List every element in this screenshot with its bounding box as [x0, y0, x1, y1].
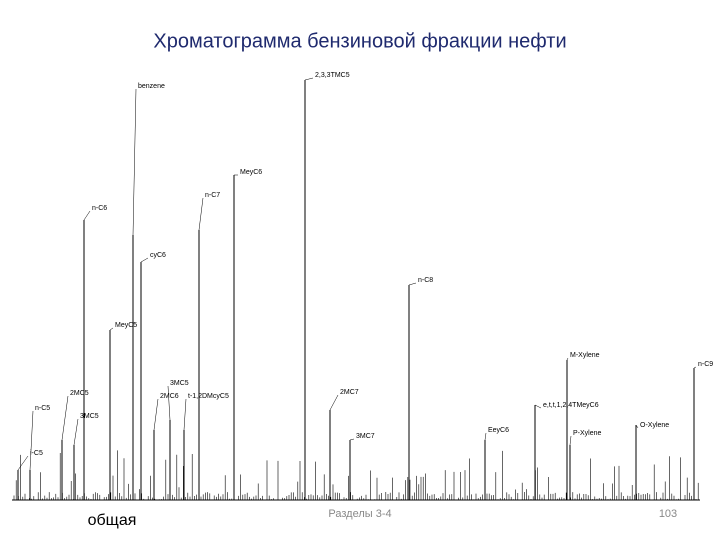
title: Хроматограмма бензиновой фракции нефти [153, 30, 566, 52]
peak-label: O-Xylene [640, 422, 669, 429]
leader [17, 455, 29, 471]
peak-label: EeyC6 [488, 427, 509, 434]
footer-left: общая [88, 512, 137, 529]
peak-label: n-C6 [92, 205, 107, 212]
leader [132, 88, 137, 236]
peak-label: 2MC7 [340, 389, 359, 396]
peak-label: MeyC5 [115, 322, 137, 329]
leader [153, 398, 159, 431]
leader [534, 404, 542, 409]
peak-label: 3MC7 [356, 433, 375, 440]
peak-label: n-C8 [418, 277, 433, 284]
leader [140, 257, 149, 263]
peak-label: 2MC5 [70, 390, 89, 397]
leader [408, 282, 417, 286]
leader [693, 366, 697, 369]
chromatogram: benzene 2,3,3TMC5 MeyC6 n-C7 n-C6 cyC6 n-C8 Mey… [13, 72, 713, 500]
peak-label: 3MC5 [80, 413, 99, 420]
leader [167, 385, 171, 421]
leader [569, 435, 572, 446]
leader [566, 357, 569, 361]
leader [61, 395, 69, 441]
peak-label: n-C7 [205, 192, 220, 199]
leader [183, 398, 187, 431]
peak-label: i-C5 [30, 450, 43, 457]
peak-label: 2,3,3TMC5 [315, 72, 350, 79]
peak-label: M-Xylene [570, 352, 600, 359]
footer-center: Разделы 3-4 [328, 508, 391, 520]
peak-label: e,t,t,1,2,4TMeyC6 [543, 402, 599, 409]
leader [198, 197, 204, 231]
leader [83, 210, 91, 221]
peak-label: t-1,2DMcyC5 [188, 393, 229, 400]
peak-label: MeyC6 [240, 169, 262, 176]
leader [484, 432, 487, 441]
peak-label: n-C9 [698, 361, 713, 368]
peak-label: n-C5 [35, 405, 50, 412]
leader [635, 424, 639, 429]
leader [109, 327, 114, 331]
peak-label: 2MC6 [160, 393, 179, 400]
leader [29, 410, 34, 471]
leader [304, 77, 314, 81]
peak-label: cyC6 [150, 252, 166, 259]
peak-label: benzene [138, 83, 165, 90]
peak-label: 3MC5 [170, 380, 189, 387]
peak-label: P-Xylene [573, 430, 602, 437]
page-number: 103 [659, 508, 677, 520]
leader [349, 438, 355, 441]
leader [329, 394, 339, 411]
leader [73, 418, 79, 446]
